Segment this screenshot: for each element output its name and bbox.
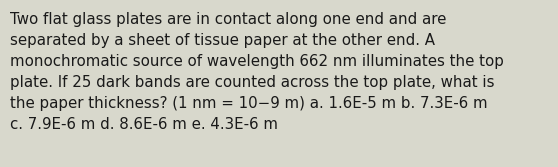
Text: Two flat glass plates are in contact along one end and are
separated by a sheet : Two flat glass plates are in contact alo… [10,12,504,132]
